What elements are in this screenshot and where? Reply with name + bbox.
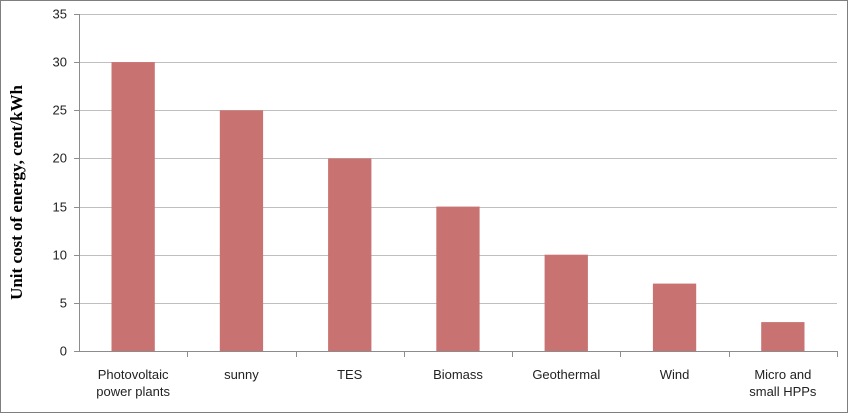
- x-category-label-line: Photovoltaic: [98, 367, 169, 382]
- bar: [111, 62, 155, 351]
- bar: [761, 322, 805, 351]
- x-category-labels: Photovoltaic power plants sunny TES Biomass G…: [96, 367, 817, 399]
- x-category-label: Geothermal: [532, 367, 600, 382]
- x-category-label: Photovoltaic power plants: [96, 367, 170, 399]
- axes: [74, 14, 838, 357]
- x-category-label-line: Wind: [660, 367, 690, 382]
- bar: [219, 110, 264, 351]
- x-category-label-line: Biomass: [433, 367, 483, 382]
- x-category-label-line: small HPPs: [749, 384, 817, 399]
- x-category-label: Biomass: [433, 367, 483, 382]
- y-tick-label: 0: [60, 344, 67, 359]
- x-category-label-line: Geothermal: [532, 367, 600, 382]
- x-category-label-line: sunny: [224, 367, 259, 382]
- x-category-label: Wind: [660, 367, 690, 382]
- x-category-label: Micro and small HPPs: [749, 367, 817, 399]
- y-tick-label: 15: [53, 200, 67, 215]
- y-tick-label: 5: [60, 296, 67, 311]
- y-tick-label: 35: [53, 7, 67, 22]
- bar: [544, 254, 588, 351]
- gridlines: [79, 14, 837, 304]
- y-tick-label: 10: [53, 248, 67, 263]
- y-tick-label: 25: [53, 103, 67, 118]
- x-category-label-line: Micro and: [754, 367, 811, 382]
- x-category-label: TES: [337, 367, 363, 382]
- x-category-label-line: power plants: [96, 384, 170, 399]
- x-category-label-line: TES: [337, 367, 363, 382]
- bar: [328, 158, 372, 351]
- bars: [111, 62, 805, 351]
- x-category-label: sunny: [224, 367, 259, 382]
- y-axis-title: Unit cost of energy, cent/kWh: [7, 85, 26, 300]
- y-tick-label: 30: [53, 55, 67, 70]
- y-tick-labels: 0 5 10 15 20 25 30 35: [53, 7, 67, 359]
- y-tick-label: 20: [53, 151, 67, 166]
- bar: [436, 206, 480, 351]
- bar: [652, 283, 697, 351]
